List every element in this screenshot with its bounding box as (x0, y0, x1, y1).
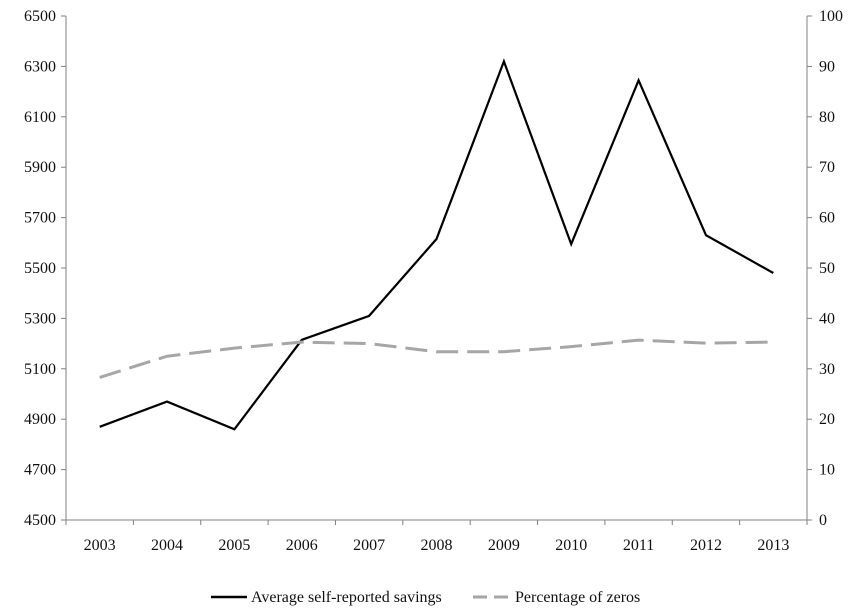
right-y-tick-label: 100 (819, 8, 843, 25)
left-y-tick-label: 5700 (24, 210, 56, 227)
right-y-tick-label: 30 (819, 361, 835, 378)
x-tick-label: 2010 (555, 537, 587, 554)
right-y-tick-label: 20 (819, 411, 835, 428)
right-y-tick-label: 70 (819, 159, 835, 176)
right-y-tick-label: 10 (819, 462, 835, 479)
series-group (99, 58, 774, 431)
x-tick-label: 2012 (690, 537, 722, 554)
x-tick-label: 2009 (488, 537, 520, 554)
x-tick-label: 2007 (353, 537, 385, 554)
left-y-tick-label: 4500 (24, 512, 56, 529)
average-savings-line (99, 58, 774, 431)
right-y-tick-label: 90 (819, 58, 835, 75)
x-tick-label: 2003 (84, 537, 116, 554)
right-y-tick-label: 40 (819, 310, 835, 327)
right-y-tick-label: 80 (819, 109, 835, 126)
legend-label-average-savings: Average self-reported savings (251, 589, 442, 606)
right-y-tick-label: 50 (819, 260, 835, 277)
legend-label-percentage-of-zeros: Percentage of zeros (515, 589, 640, 606)
left-y-tick-label: 5100 (24, 361, 56, 378)
left-y-tick-label: 6500 (24, 8, 56, 25)
right-y-tick-label: 60 (819, 210, 835, 227)
left-y-tick-label: 6100 (24, 109, 56, 126)
left-y-tick-label: 6300 (24, 58, 56, 75)
percentage-of-zeros-line (99, 338, 774, 379)
left-y-tick-label: 5500 (24, 260, 56, 277)
x-tick-label: 2008 (421, 537, 453, 554)
right-y-tick-label: 0 (819, 512, 827, 529)
left-y-tick-label: 4700 (24, 462, 56, 479)
axes-group (61, 15, 812, 525)
left-y-tick-label: 5900 (24, 159, 56, 176)
x-tick-label: 2005 (218, 537, 250, 554)
x-tick-label: 2004 (151, 537, 183, 554)
left-y-tick-label: 4900 (24, 411, 56, 428)
left-y-tick-label: 5300 (24, 310, 56, 327)
x-tick-label: 2013 (757, 537, 789, 554)
x-tick-label: 2006 (286, 537, 318, 554)
x-tick-label: 2011 (623, 537, 654, 554)
tick-labels-group: 4500 4700 4900 5100 5300 5500 5700 5900 6100 6300… (24, 8, 843, 554)
legend: Average self-reported savings Percentage … (211, 589, 640, 606)
